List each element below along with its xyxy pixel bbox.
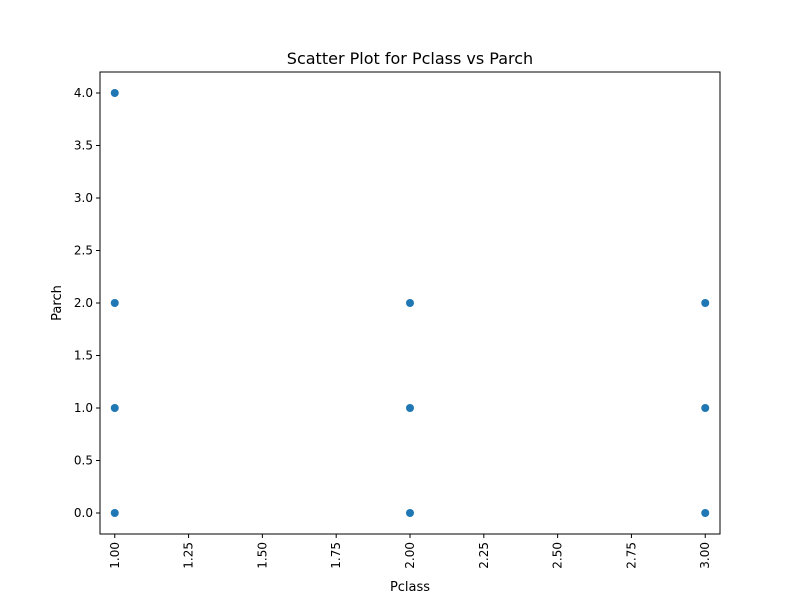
x-tick-label-5: 2.25 xyxy=(477,542,491,569)
data-point-2 xyxy=(110,404,119,412)
y-tick-label-8: 4.0 xyxy=(74,86,93,100)
x-tick-label-8: 3.00 xyxy=(698,542,712,569)
data-point-7 xyxy=(701,299,710,307)
y-tick-label-1: 0.5 xyxy=(74,454,93,468)
y-tick-label-5: 2.5 xyxy=(74,244,93,258)
chart-title: Scatter Plot for Pclass vs Parch xyxy=(287,49,533,68)
y-tick-label-0: 0.0 xyxy=(74,506,93,520)
x-axis-label: Pclass xyxy=(390,580,430,595)
y-tick-label-2: 1.0 xyxy=(74,401,93,415)
y-axis-ticks: 0.0 0.5 1.0 1.5 2.0 2.5 3.0 3.5 4.0 xyxy=(74,86,100,520)
y-tick-label-4: 2.0 xyxy=(74,296,93,310)
data-point-4 xyxy=(406,299,414,307)
y-tick-label-7: 3.5 xyxy=(74,139,93,153)
data-points xyxy=(110,89,710,517)
y-tick-label-6: 3.0 xyxy=(74,191,93,205)
data-point-1 xyxy=(110,299,119,307)
plot-area: 1.00 1.25 1.50 1.75 2.00 2.25 2.50 2.75 3.00 0.0… xyxy=(74,71,721,569)
x-axis-ticks: 1.00 1.25 1.50 1.75 2.00 2.25 2.50 2.75 3.00 xyxy=(108,534,712,569)
x-tick-label-4: 2.00 xyxy=(403,542,417,569)
x-tick-label-3: 1.75 xyxy=(329,542,343,569)
data-point-6 xyxy=(406,509,414,517)
y-tick-label-3: 1.5 xyxy=(74,349,93,363)
x-tick-label-7: 2.75 xyxy=(624,542,638,569)
x-tick-label-2: 1.50 xyxy=(255,542,269,569)
x-tick-label-6: 2.50 xyxy=(551,542,565,569)
data-point-5 xyxy=(406,404,414,412)
data-point-9 xyxy=(701,509,710,517)
data-point-8 xyxy=(701,404,710,412)
y-axis-label: Parch xyxy=(50,285,65,321)
x-tick-label-0: 1.00 xyxy=(108,542,122,569)
data-point-0 xyxy=(110,89,119,97)
data-point-3 xyxy=(110,509,119,517)
x-tick-label-1: 1.25 xyxy=(182,542,196,569)
